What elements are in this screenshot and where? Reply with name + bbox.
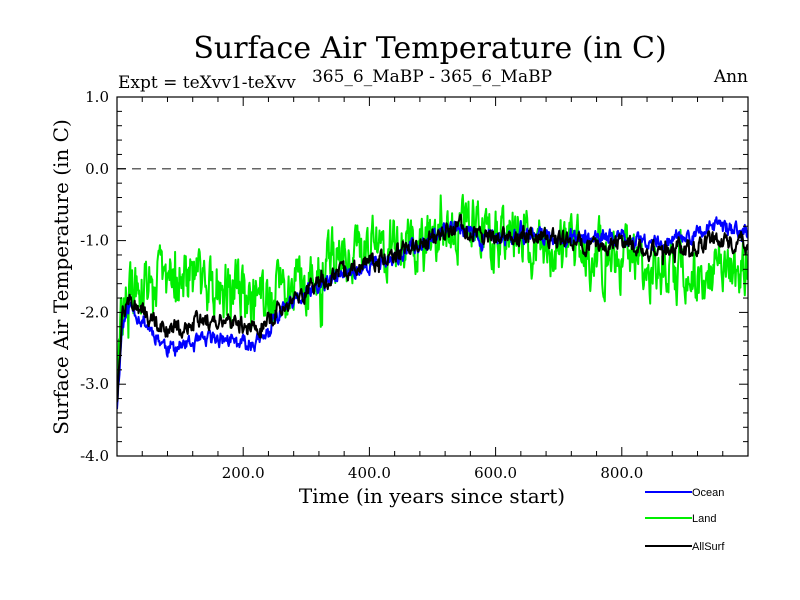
x-tick-label: 800.0 <box>600 464 643 482</box>
legend: Ocean Land AllSurf <box>645 487 725 553</box>
chart-subtitle-left: Expt = teXvv1-teXvv <box>118 73 296 93</box>
legend-label: Land <box>692 513 716 525</box>
axes-layer: -4.0 -3.0 -2.0 -1.0 0.0 1.0 200.0 400.0 600.0 800… <box>80 88 749 482</box>
chart-subtitle-right: Ann <box>713 67 748 87</box>
x-axis-label: Time (in years since start) <box>299 484 565 508</box>
plot-frame <box>116 96 749 457</box>
y-tick-label: -4.0 <box>80 447 109 465</box>
y-tick-label: -1.0 <box>80 232 109 250</box>
legend-item-land: Land <box>645 513 716 525</box>
legend-item-allsurf: AllSurf <box>645 541 725 553</box>
chart-subtitle-center: 365_6_MaBP - 365_6_MaBP <box>312 67 552 87</box>
y-axis-label: Surface Air Temperature (in C) <box>49 119 73 435</box>
y-tick-label: 0.0 <box>85 160 109 178</box>
legend-item-ocean: Ocean <box>645 487 724 499</box>
y-tick-label: -2.0 <box>80 303 109 321</box>
y-tick-label: -3.0 <box>80 375 109 393</box>
x-tick-label: 400.0 <box>348 464 391 482</box>
x-tick-label: 600.0 <box>474 464 517 482</box>
series-line-allsurf <box>117 213 748 403</box>
legend-label: AllSurf <box>692 541 725 553</box>
legend-label: Ocean <box>692 487 724 499</box>
y-tick-label: 1.0 <box>85 88 109 106</box>
series-line-land <box>117 193 748 404</box>
series-layer <box>117 193 748 410</box>
chart-title: Surface Air Temperature (in C) <box>193 31 666 66</box>
x-tick-label: 200.0 <box>222 464 265 482</box>
